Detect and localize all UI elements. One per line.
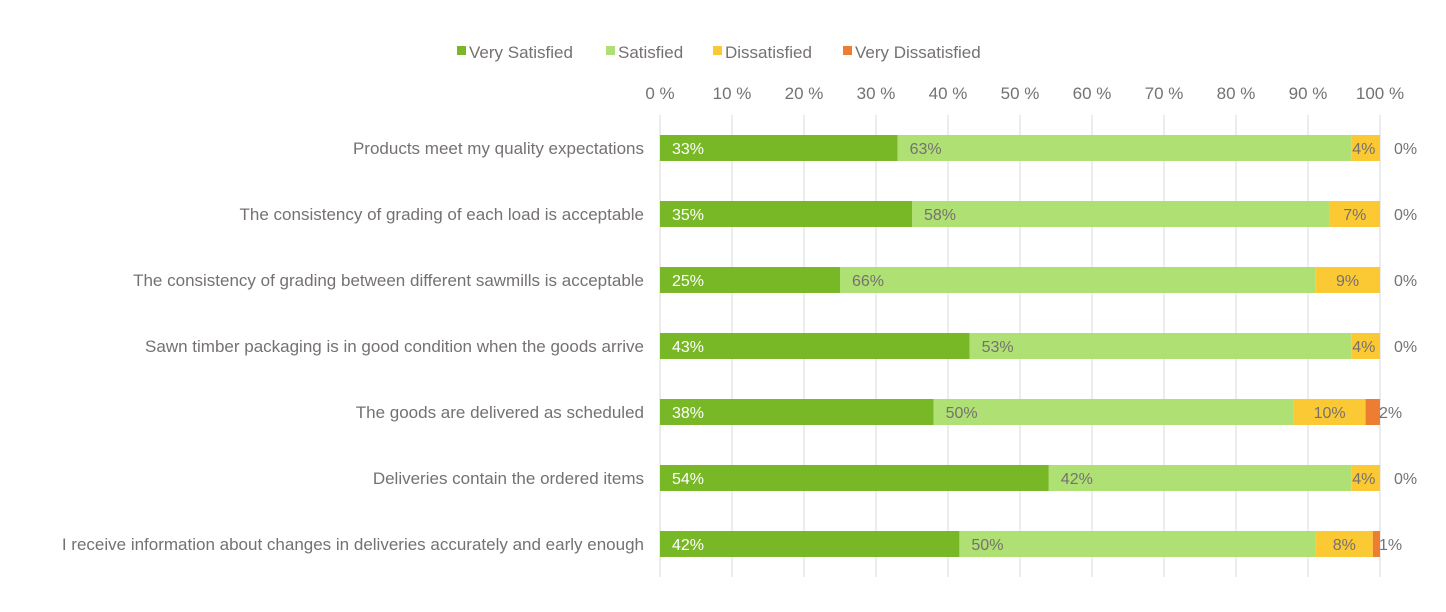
bar-segment-very-satisfied (660, 399, 934, 425)
legend-swatch-dissatisfied (713, 46, 722, 55)
data-label-dissatisfied: 8% (1333, 537, 1356, 554)
bar-segment-dissatisfied (1351, 333, 1380, 359)
bar-segment-very-satisfied (660, 531, 960, 557)
x-tick-label: 20 % (785, 84, 824, 103)
data-label-very-satisfied: 54% (672, 471, 704, 488)
bar-segment-very-satisfied (660, 465, 1049, 491)
data-label-very-satisfied: 38% (672, 405, 704, 422)
category-label: Products meet my quality expectations (353, 139, 644, 158)
legend-label-dissatisfied: Dissatisfied (725, 43, 812, 62)
data-label-satisfied: 58% (924, 207, 956, 224)
bar-segment-very-satisfied (660, 201, 912, 227)
data-label-very-satisfied: 25% (672, 273, 704, 290)
data-label-dissatisfied: 10% (1314, 405, 1346, 422)
bar-segment-dissatisfied (1329, 201, 1380, 227)
data-label-very-dissatisfied: 1% (1379, 537, 1402, 554)
bar-segment-dissatisfied (1315, 531, 1373, 557)
x-tick-label: 50 % (1001, 84, 1040, 103)
data-label-satisfied: 63% (910, 141, 942, 158)
category-label: I receive information about changes in d… (62, 535, 644, 554)
category-label: Sawn timber packaging is in good conditi… (145, 337, 644, 356)
data-label-very-satisfied: 33% (672, 141, 704, 158)
data-label-dissatisfied: 4% (1352, 141, 1375, 158)
legend-swatch-very-dissatisfied (843, 46, 852, 55)
x-tick-label: 10 % (713, 84, 752, 103)
bar-segment-dissatisfied (1351, 135, 1380, 161)
x-tick-label: 60 % (1073, 84, 1112, 103)
category-labels: Products meet my quality expectations The… (62, 139, 644, 554)
legend-swatch-very-satisfied (457, 46, 466, 55)
bar-segment-satisfied (912, 201, 1330, 227)
legend-label-very-dissatisfied: Very Dissatisfied (855, 43, 981, 62)
legend-label-very-satisfied: Very Satisfied (469, 43, 573, 62)
category-label: The goods are delivered as scheduled (356, 403, 644, 422)
x-tick-label: 0 % (645, 84, 674, 103)
bar-segment-satisfied (897, 135, 1352, 161)
legend-swatch-satisfied (606, 46, 615, 55)
category-label: Deliveries contain the ordered items (373, 469, 644, 488)
x-tick-label: 30 % (857, 84, 896, 103)
data-label-very-dissatisfied: 0% (1394, 141, 1417, 158)
data-label-very-dissatisfied: 2% (1379, 405, 1402, 422)
data-label-very-dissatisfied: 0% (1394, 339, 1417, 356)
category-label: The consistency of grading of each load … (240, 205, 644, 224)
bar-segment-very-satisfied (660, 135, 898, 161)
data-label-very-satisfied: 43% (672, 339, 704, 356)
bar-segment-satisfied (969, 333, 1352, 359)
bar-segment-dissatisfied (1351, 465, 1380, 491)
bar-segment-satisfied (840, 267, 1316, 293)
data-label-very-dissatisfied: 0% (1394, 273, 1417, 290)
legend: Very Satisfied Satisfied Dissatisfied Very … (457, 43, 981, 62)
category-label: The consistency of grading between diffe… (133, 271, 644, 290)
data-label-satisfied: 66% (852, 273, 884, 290)
data-label-very-dissatisfied: 0% (1394, 471, 1417, 488)
bar-segment-dissatisfied (1293, 399, 1366, 425)
data-labels: 33% 63% 4% 0% 35% 58% 7% 0% 25% 66% 9% 0% 43% 53% 4% 0%… (672, 141, 1417, 554)
legend-label-satisfied: Satisfied (618, 43, 683, 62)
x-tick-label: 70 % (1145, 84, 1184, 103)
data-label-satisfied: 42% (1061, 471, 1093, 488)
bar-segment-very-satisfied (660, 267, 840, 293)
data-label-dissatisfied: 4% (1352, 471, 1375, 488)
data-label-satisfied: 50% (946, 405, 978, 422)
x-axis-ticks: 0 % 10 % 20 % 30 % 40 % 50 % 60 % 70 % 80 % 90 % 1… (645, 84, 1404, 103)
bar-segment-very-dissatisfied (1365, 399, 1380, 425)
bar-segment-satisfied (933, 399, 1294, 425)
data-label-dissatisfied: 9% (1336, 273, 1359, 290)
x-tick-label: 90 % (1289, 84, 1328, 103)
bars (660, 135, 1380, 557)
data-label-dissatisfied: 4% (1352, 339, 1375, 356)
data-label-satisfied: 53% (982, 339, 1014, 356)
bar-segment-dissatisfied (1315, 267, 1380, 293)
data-label-very-dissatisfied: 0% (1394, 207, 1417, 224)
data-label-very-satisfied: 35% (672, 207, 704, 224)
bar-segment-very-satisfied (660, 333, 970, 359)
data-label-satisfied: 50% (971, 537, 1003, 554)
bar-segment-satisfied (1048, 465, 1352, 491)
x-tick-label: 100 % (1356, 84, 1404, 103)
x-tick-label: 80 % (1217, 84, 1256, 103)
x-tick-label: 40 % (929, 84, 968, 103)
data-label-very-satisfied: 42% (672, 537, 704, 554)
data-label-dissatisfied: 7% (1343, 207, 1366, 224)
bar-segment-satisfied (959, 531, 1316, 557)
bar-segment-very-dissatisfied (1372, 531, 1380, 557)
